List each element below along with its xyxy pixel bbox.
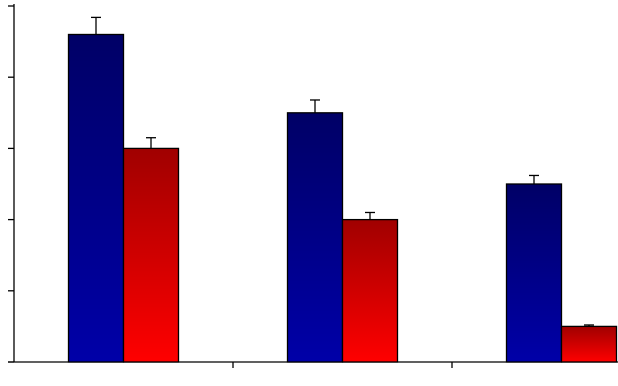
- error-bar: [146, 137, 156, 149]
- error-bar: [584, 324, 594, 327]
- bar: [505, 183, 563, 363]
- bar: [341, 218, 399, 363]
- bar: [122, 147, 180, 363]
- error-bar: [529, 174, 539, 184]
- bar: [67, 33, 125, 363]
- error-bar: [91, 16, 101, 35]
- bar: [286, 112, 344, 363]
- error-bar: [310, 99, 320, 113]
- bar: [560, 325, 618, 363]
- error-bar: [365, 211, 375, 220]
